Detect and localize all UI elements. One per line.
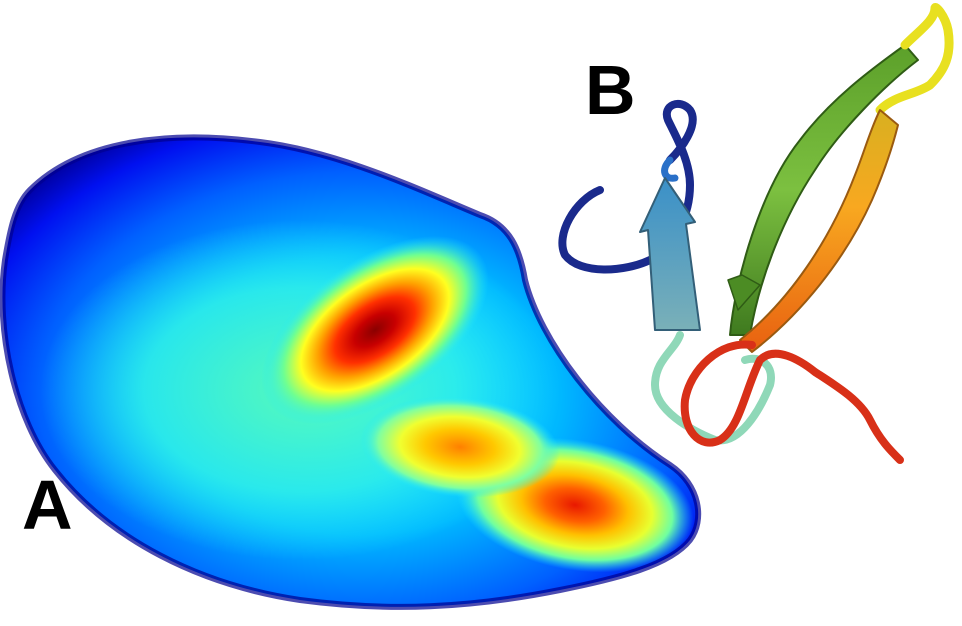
protein-ribbon (558, 2, 954, 464)
landscape-peak-main (261, 235, 489, 425)
panel-label-a: A (22, 466, 73, 544)
beta-strand-3 (739, 109, 899, 353)
coil-n-terminus (558, 99, 697, 274)
landscape-outline (0, 134, 702, 610)
beta-strand-2 (729, 44, 919, 336)
energy-landscape (0, 134, 702, 610)
coil-c-terminus (680, 340, 904, 464)
panel-label-b: B (585, 51, 636, 129)
coil-yellow (875, 2, 954, 115)
beta-strand-1 (639, 177, 701, 331)
landscape-peak-middle (360, 396, 560, 498)
strand-2-arrowhead (727, 274, 761, 311)
coil-blue (661, 156, 679, 182)
